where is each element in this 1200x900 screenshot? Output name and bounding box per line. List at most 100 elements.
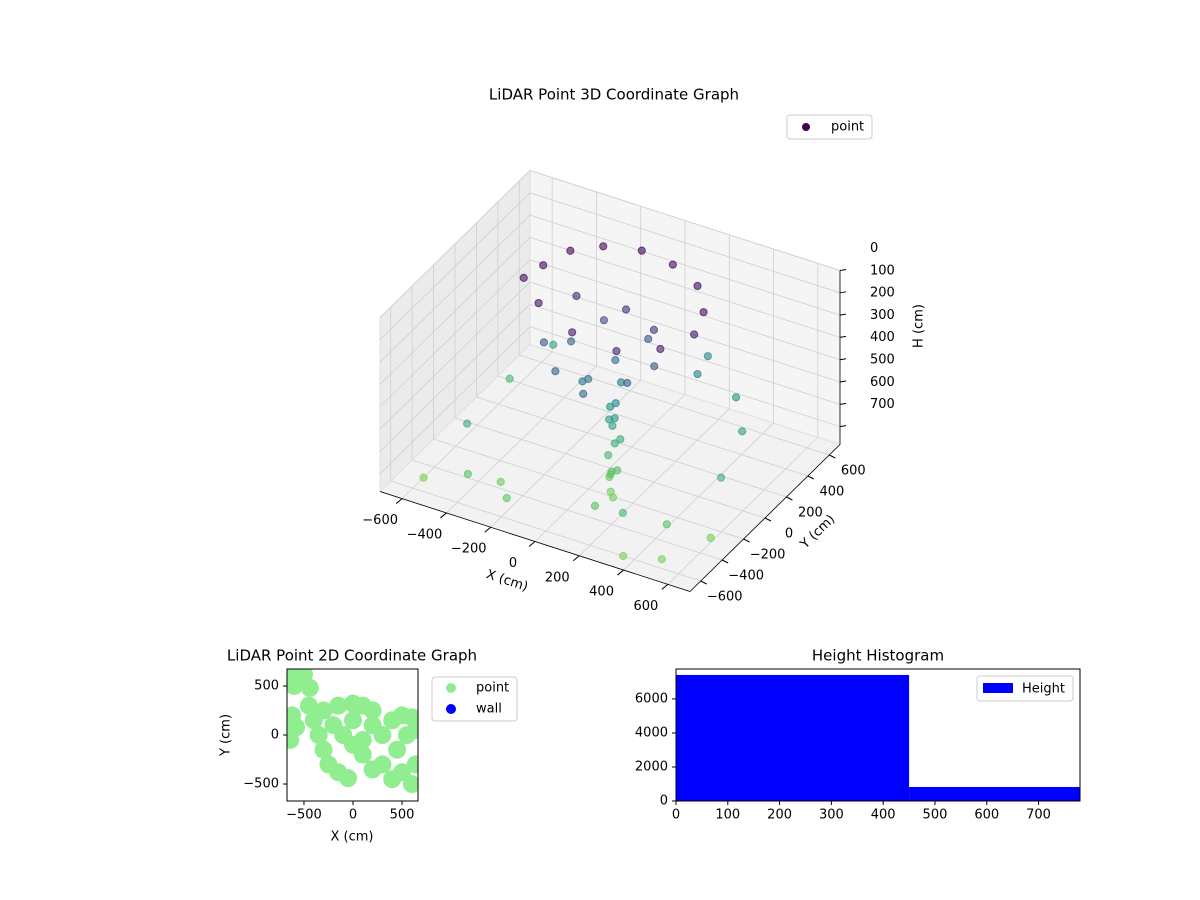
chart-title: LiDAR Point 2D Coordinate Graph — [227, 647, 477, 665]
point — [549, 340, 558, 349]
z-tick — [839, 425, 847, 428]
point — [616, 435, 625, 444]
point — [611, 356, 620, 365]
legend-marker — [983, 683, 1013, 693]
x-axis-label: X (cm) — [331, 830, 374, 845]
y-tick-label: 200 — [798, 506, 823, 521]
y-tick-label: −200 — [750, 548, 786, 563]
x-tick-label: 500 — [923, 808, 948, 823]
point — [419, 473, 428, 482]
point — [608, 421, 617, 430]
z-tick-label: 0 — [870, 241, 878, 256]
point — [612, 346, 621, 356]
x-tick-label: −200 — [451, 542, 487, 557]
x-tick-label: 0 — [672, 808, 680, 823]
grid-line — [379, 326, 531, 474]
point — [662, 520, 671, 529]
y-tick — [764, 517, 772, 522]
x-tick — [395, 498, 403, 505]
y-tick-label: 0 — [271, 728, 279, 743]
z-tick — [839, 380, 847, 383]
grid-line — [433, 438, 744, 540]
plot-3d: −600 −400 −200 0 200 400 600 −600 −400 −200 0 200 40… — [362, 169, 927, 614]
point — [619, 551, 628, 561]
point — [502, 493, 511, 503]
point — [738, 427, 747, 436]
legend-box — [976, 675, 1074, 702]
legend-marker — [446, 683, 456, 693]
point — [606, 470, 615, 479]
grid-line — [379, 237, 531, 385]
grid-line — [412, 459, 723, 561]
point — [551, 367, 560, 376]
point — [496, 477, 505, 486]
x-tick-label: −400 — [407, 527, 443, 542]
point — [690, 330, 699, 339]
point — [731, 393, 741, 402]
x-tick-label: 200 — [545, 570, 570, 585]
chart-title: Height Histogram — [812, 647, 944, 665]
z-tick — [839, 335, 847, 338]
x-tick-label: 400 — [871, 808, 896, 823]
point — [568, 328, 577, 337]
point — [599, 316, 609, 325]
axes-frame — [675, 668, 1081, 802]
grid-line — [529, 237, 841, 338]
point — [363, 716, 382, 735]
z-tick-label: 600 — [870, 375, 895, 390]
grid-line — [529, 303, 841, 405]
x-tick-label: 200 — [767, 808, 792, 823]
grid-line — [476, 396, 787, 498]
z-tick — [839, 269, 847, 271]
point — [608, 493, 618, 502]
z-tick-label: 500 — [870, 353, 895, 368]
point — [668, 260, 677, 269]
grid-line — [529, 281, 841, 383]
legend-label: wall — [476, 702, 502, 717]
y-tick — [786, 496, 793, 501]
point — [463, 469, 472, 479]
x-tick-label: 600 — [974, 808, 999, 823]
point — [621, 305, 631, 314]
y-tick-label: 0 — [785, 527, 793, 542]
point — [618, 508, 627, 518]
y-tick-label: 6000 — [635, 691, 668, 706]
point — [300, 678, 319, 697]
x-tick — [440, 512, 447, 519]
x-tick-label: 400 — [589, 585, 614, 600]
y-tick-label: 400 — [819, 485, 844, 500]
legend-label: Height — [1022, 682, 1065, 697]
x-tick — [484, 526, 492, 533]
x-tick-label: −500 — [286, 808, 322, 823]
grid-line — [379, 192, 531, 341]
point — [605, 415, 614, 424]
point — [656, 344, 665, 354]
legend-label: point — [831, 120, 864, 135]
grid-line — [379, 214, 531, 363]
y-axis-label: Y (cm) — [219, 714, 234, 757]
grid-line — [529, 192, 841, 294]
z-tick-label: 200 — [870, 286, 895, 301]
point — [578, 377, 587, 386]
point — [363, 701, 382, 720]
point — [606, 402, 615, 411]
point — [388, 740, 407, 759]
x-tick-label: 500 — [390, 808, 415, 823]
grid-line — [529, 214, 841, 316]
y-tick — [721, 559, 729, 564]
point — [590, 501, 600, 510]
grid-line — [379, 170, 531, 318]
y-tick — [807, 475, 815, 480]
y-tick-label: −400 — [728, 569, 764, 584]
plot-area — [287, 669, 418, 794]
point — [353, 730, 372, 749]
point — [519, 273, 528, 282]
point — [309, 726, 328, 744]
x-tick-label: 600 — [633, 599, 658, 614]
point — [505, 374, 514, 383]
grid-line — [519, 354, 830, 456]
point — [566, 246, 575, 255]
point — [579, 389, 588, 398]
x-tick — [572, 555, 580, 562]
